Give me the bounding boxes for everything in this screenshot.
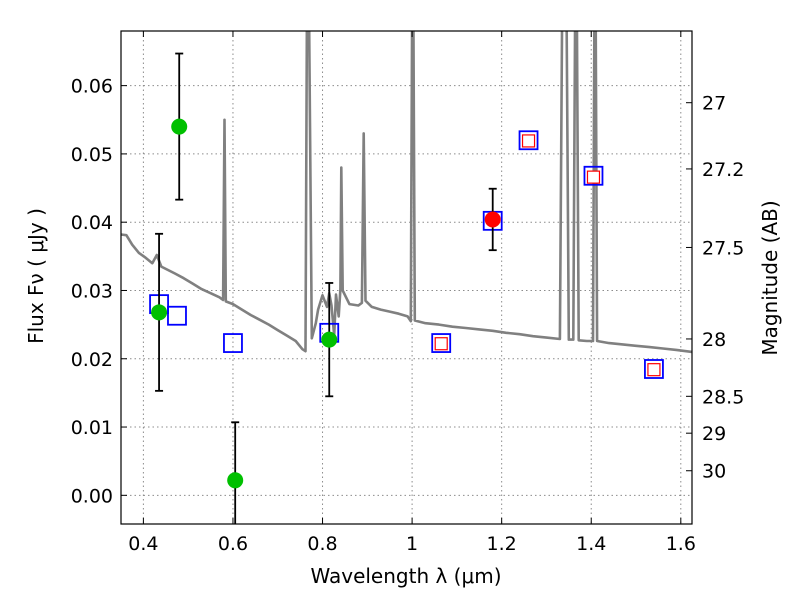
y-axis-title: Flux Fν ( μJy ) (24, 208, 48, 344)
spectrum-line (121, 31, 692, 354)
right-tick-label: 27.5 (702, 237, 744, 259)
red-data-point (484, 211, 501, 228)
blue-square-marker (223, 333, 243, 353)
blue-square-marker (518, 130, 539, 151)
red-square-marker (434, 337, 448, 351)
plot-frame (120, 30, 693, 525)
x-tick-label: 1.4 (576, 533, 606, 555)
x-tick-label: 1.6 (666, 533, 696, 555)
x-tick-label: 0.6 (218, 533, 248, 555)
x-tick-label: 1 (406, 533, 418, 555)
x-tick-label: 0.4 (128, 533, 158, 555)
blue-square-marker (167, 305, 187, 326)
right-axis-title: Magnitude (AB) (758, 200, 782, 355)
blue-square-marker (583, 165, 604, 186)
blue-square-marker (431, 333, 452, 353)
grid-layer (121, 31, 692, 524)
x-tick-label: 0.8 (307, 533, 337, 555)
plot-layer (121, 31, 692, 524)
y-tick-label: 0.06 (71, 76, 113, 98)
right-tick-label: 27.2 (702, 159, 744, 181)
right-tick-label: 29 (702, 423, 726, 445)
right-tick-label: 27 (702, 93, 726, 115)
y-tick-label: 0.03 (71, 280, 113, 302)
green-data-point (151, 304, 168, 321)
blue-square-marker (644, 359, 664, 379)
x-axis-title: Wavelength λ (μm) (310, 564, 501, 588)
red-square-marker (647, 363, 661, 377)
right-tick-label: 30 (702, 461, 726, 483)
x-tick-label: 1.2 (487, 533, 517, 555)
green-data-point (321, 331, 338, 348)
y-tick-label: 0.04 (71, 212, 113, 234)
y-tick-label: 0.05 (71, 144, 113, 166)
y-tick-label: 0.00 (71, 485, 113, 507)
y-tick-label: 0.01 (71, 417, 113, 439)
red-square-marker (521, 134, 536, 148)
right-tick-label: 28 (702, 329, 726, 351)
green-data-point (227, 472, 244, 489)
red-square-marker (586, 170, 601, 184)
y-tick-label: 0.02 (71, 349, 113, 371)
green-data-point (171, 118, 188, 135)
axis-layer: 0.4 0.6 0.8 1 1.2 1.4 1.6 0.00 0.01 0.02 0.03 0.04 0… (71, 30, 744, 555)
right-tick-label: 28.5 (702, 386, 744, 408)
plot-contents (121, 31, 692, 524)
